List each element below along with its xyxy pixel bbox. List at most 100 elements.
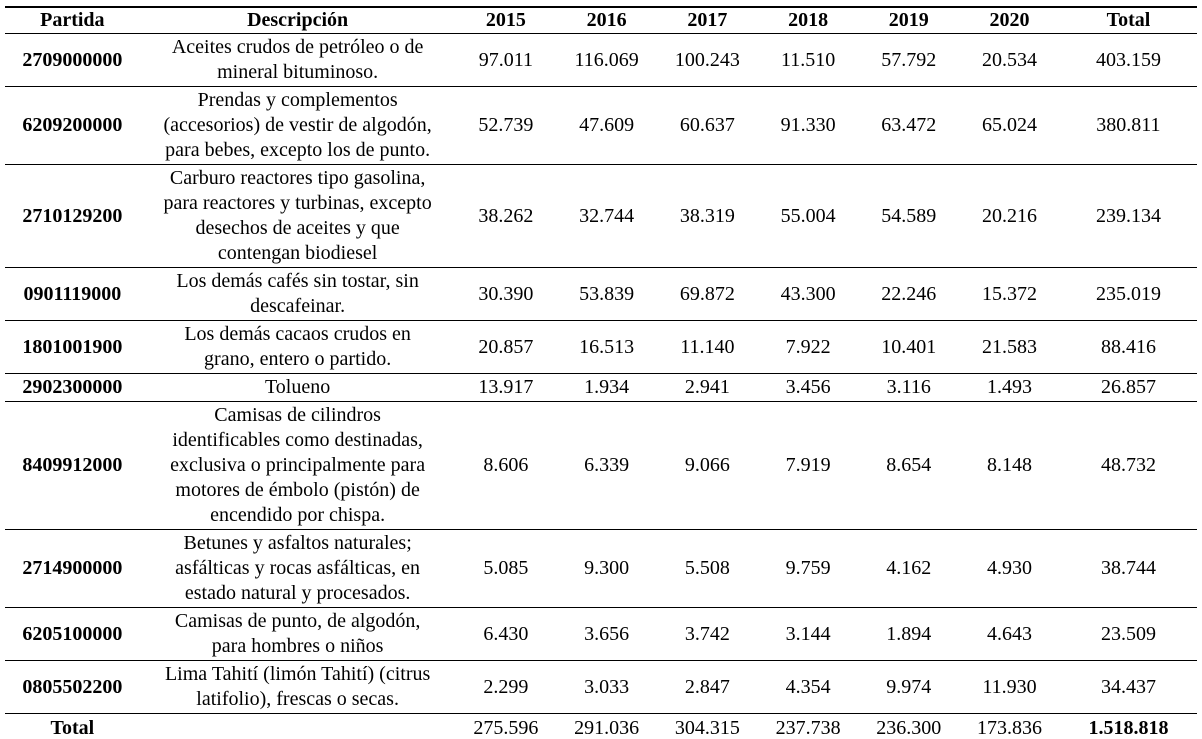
table-row: 8409912000 Camisas de cilindros identific… xyxy=(5,402,1197,530)
col-header-2020: 2020 xyxy=(989,9,1030,31)
value-cell: 4.162 xyxy=(886,557,932,579)
partida-code: 0805502200 xyxy=(22,675,123,698)
value-cell: 11.930 xyxy=(982,675,1037,698)
description-cell: Lima Tahití (limón Tahití) (citrus latif… xyxy=(140,661,456,714)
value-cell: 30.390 xyxy=(478,282,534,305)
value-cell: 3.116 xyxy=(886,376,931,398)
value-cell: 100.243 xyxy=(674,48,740,71)
value-cell: 403.159 xyxy=(1095,48,1161,71)
table-row: 2710129200 Carburo reactores tipo gasolin… xyxy=(5,165,1197,268)
value-cell: 38.319 xyxy=(679,204,735,227)
description-cell: Aceites crudos de petróleo o de mineral … xyxy=(140,34,456,87)
value-cell: 7.919 xyxy=(785,454,831,476)
partida-code: 8409912000 xyxy=(22,454,123,476)
partida-code: 2714900000 xyxy=(22,557,123,579)
value-cell: 3.144 xyxy=(785,622,831,645)
value-cell: 116.069 xyxy=(574,48,639,71)
value-cell: 54.589 xyxy=(881,204,937,227)
value-cell: 53.839 xyxy=(579,282,635,305)
value-cell: 13.917 xyxy=(478,376,534,398)
value-cell: 32.744 xyxy=(579,204,635,227)
description-cell: Camisas de cilindros identificables como… xyxy=(140,402,456,530)
value-cell: 4.930 xyxy=(987,557,1033,579)
value-cell: 11.140 xyxy=(680,335,735,358)
table-row: 2709000000 Aceites crudos de petróleo o d… xyxy=(5,34,1197,87)
value-cell: 65.024 xyxy=(982,114,1038,136)
value-cell: 38.744 xyxy=(1100,557,1156,579)
table-row: 6209200000 Prendas y complementos (acceso… xyxy=(5,87,1197,165)
col-header-2016: 2016 xyxy=(586,9,627,31)
table-row: 1801001900 Los demás cacaos crudos en gra… xyxy=(5,321,1197,374)
partida-code: 2902300000 xyxy=(22,376,123,398)
value-cell: 88.416 xyxy=(1100,335,1156,358)
exports-by-partida-table: Partida Descripción 2015 2016 2017 2018 … xyxy=(5,6,1197,739)
value-cell: 23.509 xyxy=(1100,622,1156,645)
description-text: Tolueno xyxy=(264,376,331,398)
value-cell: 20.216 xyxy=(982,204,1038,227)
value-cell: 239.134 xyxy=(1095,204,1161,227)
value-cell: 4.354 xyxy=(785,675,831,698)
description-cell: Los demás cafés sin tostar, sin descafei… xyxy=(140,268,456,321)
value-cell: 5.085 xyxy=(483,557,529,579)
value-cell: 8.148 xyxy=(987,454,1033,476)
col-header-total: Total xyxy=(1106,9,1151,31)
total-row: Total 275.596 291.036 304.315 237.738 23… xyxy=(5,714,1197,739)
table-row: 6205100000 Camisas de punto, de algodón, … xyxy=(5,608,1197,661)
value-cell: 16.513 xyxy=(579,335,635,358)
col-header-2015: 2015 xyxy=(485,9,526,31)
description-text: Los demás cacaos crudos en grano, entero… xyxy=(184,323,411,370)
value-cell: 235.019 xyxy=(1095,282,1161,305)
description-cell: Betunes y asfaltos naturales; asfálticas… xyxy=(140,530,456,608)
description-text: Prendas y complementos (accesorios) de v… xyxy=(163,89,432,161)
total-2017: 304.315 xyxy=(674,717,740,739)
total-2018: 237.738 xyxy=(775,717,841,739)
col-header-partida: Partida xyxy=(40,9,105,31)
description-text: Camisas de cilindros identificables como… xyxy=(170,404,426,526)
value-cell: 63.472 xyxy=(881,114,937,136)
value-cell: 20.857 xyxy=(478,335,534,358)
value-cell: 9.974 xyxy=(886,675,932,698)
col-header-2019: 2019 xyxy=(888,9,929,31)
col-header-descripcion: Descripción xyxy=(247,9,349,31)
description-text: Aceites crudos de petróleo o de mineral … xyxy=(171,36,424,83)
partida-code: 0901119000 xyxy=(23,282,122,305)
table-row: 0901119000 Los demás cafés sin tostar, si… xyxy=(5,268,1197,321)
value-cell: 3.033 xyxy=(584,675,630,698)
value-cell: 2.941 xyxy=(684,376,730,398)
value-cell: 52.739 xyxy=(478,114,534,136)
total-2020: 173.836 xyxy=(977,717,1043,739)
value-cell: 9.300 xyxy=(584,557,630,579)
value-cell: 2.847 xyxy=(684,675,730,698)
partida-code: 6209200000 xyxy=(22,114,123,136)
description-text: Camisas de punto, de algodón, para hombr… xyxy=(174,610,421,657)
value-cell: 2.299 xyxy=(483,675,529,698)
table-row: 0805502200 Lima Tahití (limón Tahití) (ci… xyxy=(5,661,1197,714)
description-text: Lima Tahití (limón Tahití) (citrus latif… xyxy=(164,663,431,710)
value-cell: 43.300 xyxy=(780,282,836,305)
value-cell: 8.606 xyxy=(483,454,529,476)
description-text: Betunes y asfaltos naturales; asfálticas… xyxy=(175,532,421,604)
total-2015: 275.596 xyxy=(473,717,539,739)
total-2019: 236.300 xyxy=(876,717,942,739)
partida-code: 1801001900 xyxy=(22,335,123,358)
value-cell: 11.510 xyxy=(780,48,836,71)
value-cell: 60.637 xyxy=(679,114,735,136)
value-cell: 91.330 xyxy=(780,114,836,136)
value-cell: 69.872 xyxy=(679,282,735,305)
value-cell: 38.262 xyxy=(478,204,534,227)
value-cell: 8.654 xyxy=(886,454,932,476)
value-cell: 55.004 xyxy=(780,204,836,227)
description-cell: Tolueno xyxy=(140,374,456,402)
value-cell: 6.430 xyxy=(483,622,529,645)
value-cell: 1.934 xyxy=(584,376,630,398)
value-cell: 57.792 xyxy=(881,48,937,71)
table-row: 2902300000 Tolueno 13.917 1.934 2.941 3.456 3.… xyxy=(5,374,1197,402)
value-cell: 3.742 xyxy=(684,622,730,645)
description-text: Carburo reactores tipo gasolina, para re… xyxy=(163,167,432,264)
value-cell: 22.246 xyxy=(881,282,937,305)
value-cell: 97.011 xyxy=(478,48,534,71)
value-cell: 6.339 xyxy=(584,454,630,476)
description-text: Los demás cafés sin tostar, sin descafei… xyxy=(176,270,419,317)
table-row: 2714900000 Betunes y asfaltos naturales; … xyxy=(5,530,1197,608)
value-cell: 34.437 xyxy=(1100,675,1156,698)
